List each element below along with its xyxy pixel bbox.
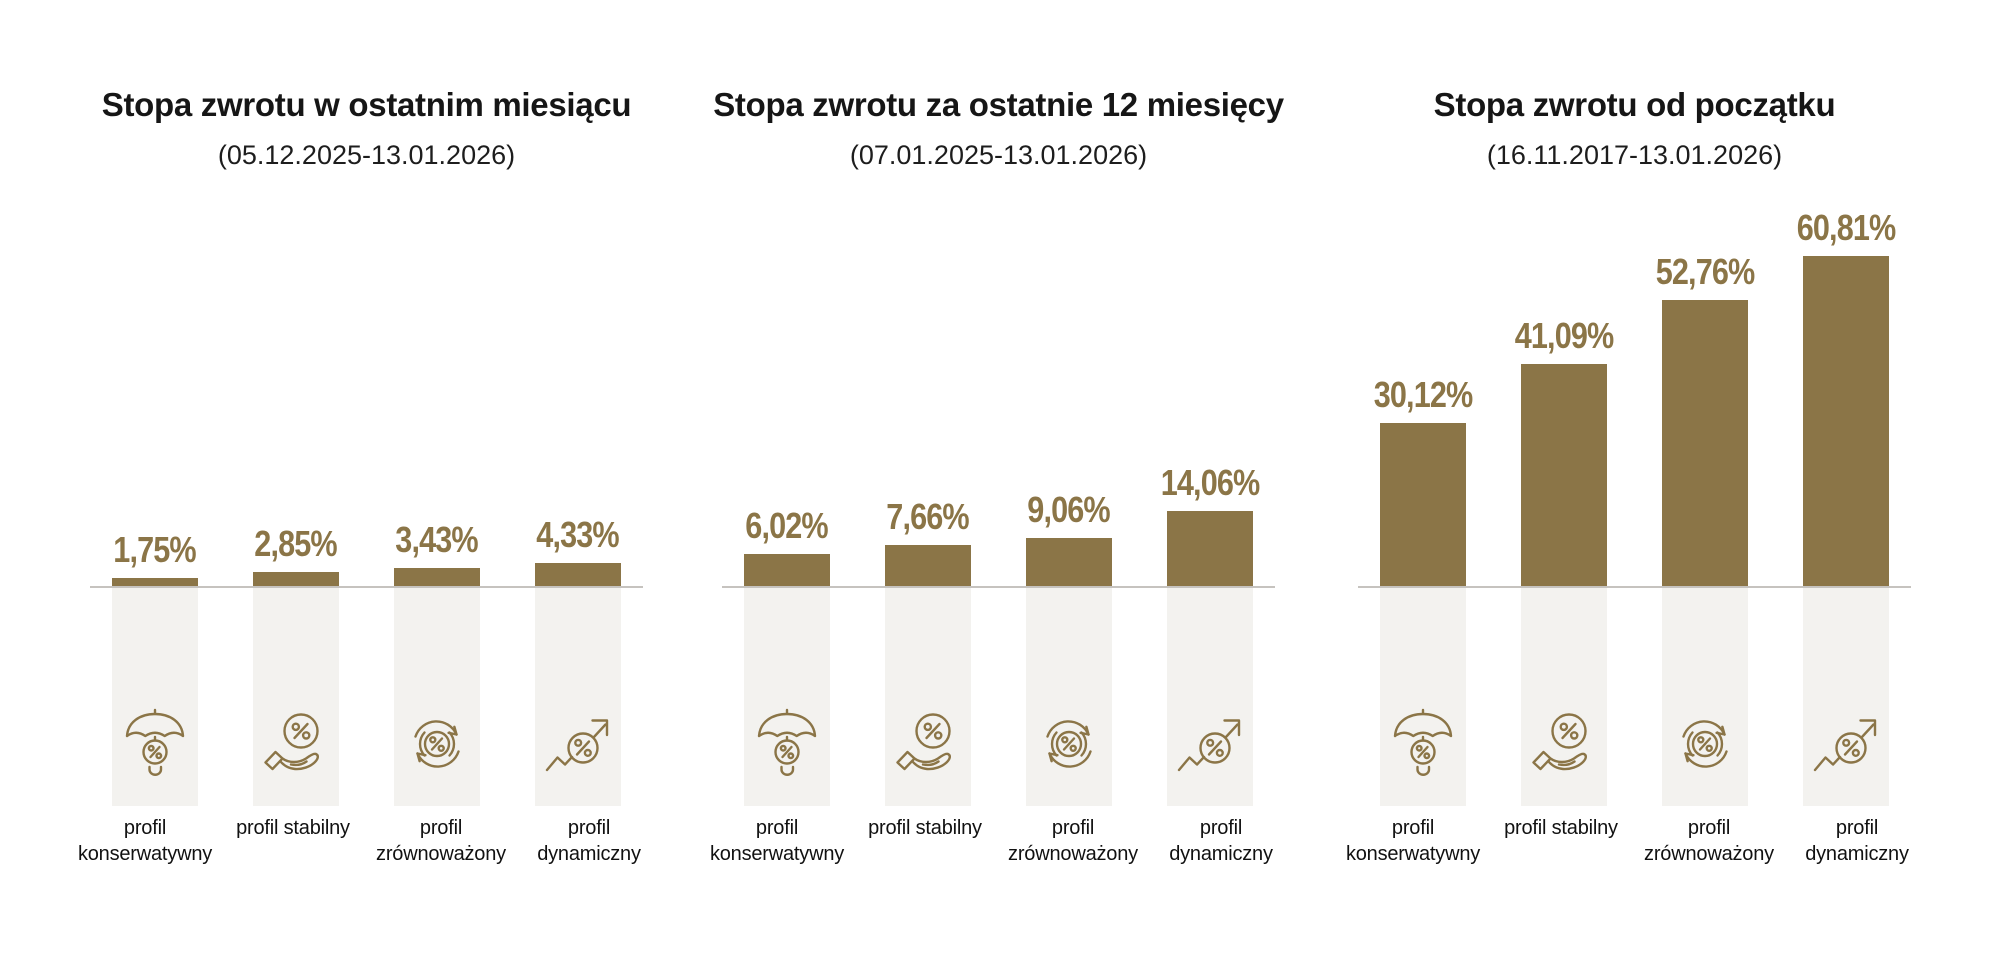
category-label: profil stabilny	[868, 817, 982, 839]
baseline-axis	[722, 586, 1275, 588]
bar-value-label: 52,76%	[1655, 251, 1756, 292]
bar-profil-stabilny	[1521, 363, 1607, 587]
bar-value-label: 1,75%	[113, 528, 197, 570]
profile-column-dynamiczny	[1167, 588, 1253, 806]
category-label: profil stabilny	[236, 817, 350, 839]
profile-column-zrownowazony	[394, 588, 480, 806]
category-label: profil konserwatywny	[77, 817, 213, 866]
bar-value-label: 2,85%	[254, 522, 338, 564]
profile-column-stabilny	[1521, 588, 1607, 806]
chart-since-inception: Stopa zwrotu od początku (16.11.2017-13.…	[1346, 0, 1911, 978]
profile-pillars	[112, 588, 621, 806]
bar-profil-zrownowazony	[1662, 300, 1748, 587]
bar-value-label: 6,02%	[745, 505, 829, 547]
cycle-arrows-percent-icon	[1669, 706, 1741, 782]
cycle-arrows-percent-icon	[401, 706, 473, 782]
bar-slot: 3,43%	[394, 519, 480, 587]
bar-profil-dynamiczny	[1803, 256, 1889, 587]
category-label: profil zrównoważony	[376, 817, 506, 866]
hand-holding-percent-icon	[892, 706, 964, 782]
baseline-axis	[90, 586, 643, 588]
bar-slot: 6,02%	[744, 505, 830, 587]
category-labels: profil konserwatywny profil stabilny pro…	[71, 815, 663, 868]
category-label: profil konserwatywny	[709, 817, 845, 866]
plot-area: 30,12% 41,09% 52,76% 60,81%	[1374, 160, 1896, 587]
bar-profil-dynamiczny	[1167, 510, 1253, 587]
bar-profil-konserwatywny	[112, 577, 198, 587]
bar-value-label: 60,81%	[1796, 207, 1897, 249]
bar-slot: 41,09%	[1515, 315, 1614, 587]
trend-up-percent-icon	[1174, 706, 1246, 782]
chart-title: Stopa zwrotu za ostatnie 12 miesięcy	[713, 86, 1284, 123]
baseline-axis	[1358, 586, 1911, 588]
trend-up-percent-icon	[542, 706, 614, 782]
bar-profil-dynamiczny	[535, 563, 621, 587]
umbrella-percent-icon	[1387, 706, 1459, 782]
category-label: profil konserwatywny	[1345, 817, 1481, 866]
bar-slot: 2,85%	[253, 522, 339, 587]
chart-last-12-months: Stopa zwrotu za ostatnie 12 miesięcy (07…	[710, 0, 1284, 978]
profile-pillars	[1380, 588, 1889, 806]
bar-slot: 7,66%	[885, 496, 971, 587]
bar-profil-stabilny	[253, 571, 339, 587]
chart-subtitle: (16.11.2017-13.01.2026)	[1486, 140, 1783, 170]
bar-value-label: 9,06%	[1027, 488, 1111, 530]
bar-profil-zrownowazony	[394, 568, 480, 587]
chart-subtitle: (07.01.2025-13.01.2026)	[849, 140, 1148, 170]
profile-column-konserwatywny	[1380, 588, 1466, 806]
umbrella-percent-icon	[751, 706, 823, 782]
bar-value-label: 41,09%	[1514, 314, 1615, 356]
bar-profil-konserwatywny	[744, 554, 830, 587]
category-label: profil dynamiczny	[1805, 817, 1909, 866]
bar-slot: 9,06%	[1026, 489, 1112, 587]
profile-column-stabilny	[885, 588, 971, 806]
bar-slot: 4,33%	[535, 514, 621, 587]
category-labels: profil konserwatywny profil stabilny pro…	[1339, 815, 1931, 868]
bar-slot: 52,76%	[1656, 251, 1755, 587]
chart-title: Stopa zwrotu od początku	[1433, 86, 1836, 123]
bar-profil-stabilny	[885, 545, 971, 587]
bar-slot: 60,81%	[1797, 207, 1896, 587]
profile-column-konserwatywny	[744, 588, 830, 806]
profile-column-dynamiczny	[535, 588, 621, 806]
category-label: profil dynamiczny	[537, 817, 641, 866]
bar-value-label: 3,43%	[395, 519, 479, 561]
bar-slot: 14,06%	[1161, 462, 1260, 587]
bar-slot: 1,75%	[112, 528, 198, 587]
category-label: profil dynamiczny	[1169, 817, 1273, 866]
plot-area: 6,02% 7,66% 9,06% 14,06%	[744, 160, 1260, 587]
profile-pillars	[744, 588, 1253, 806]
hand-holding-percent-icon	[1528, 706, 1600, 782]
profile-column-zrownowazony	[1026, 588, 1112, 806]
bar-profil-zrownowazony	[1026, 537, 1112, 587]
category-label: profil zrównoważony	[1644, 817, 1774, 866]
category-labels: profil konserwatywny profil stabilny pro…	[703, 815, 1295, 868]
bar-value-label: 30,12%	[1373, 374, 1474, 416]
profile-column-dynamiczny	[1803, 588, 1889, 806]
bar-profil-konserwatywny	[1380, 423, 1466, 587]
chart-subtitle: (05.12.2025-13.01.2026)	[217, 140, 516, 170]
plot-area: 1,75% 2,85% 3,43% 4,33%	[112, 160, 621, 587]
chart-title: Stopa zwrotu w ostatnim miesiącu	[101, 86, 632, 123]
chart-last-month: Stopa zwrotu w ostatnim miesiącu (05.12.…	[78, 0, 643, 978]
hand-holding-percent-icon	[260, 706, 332, 782]
umbrella-percent-icon	[119, 706, 191, 782]
bar-value-label: 14,06%	[1160, 461, 1261, 503]
bar-value-label: 4,33%	[536, 514, 620, 556]
profile-column-stabilny	[253, 588, 339, 806]
category-label: profil stabilny	[1504, 817, 1618, 839]
category-label: profil zrównoważony	[1008, 817, 1138, 866]
bar-value-label: 7,66%	[886, 496, 970, 538]
profile-column-zrownowazony	[1662, 588, 1748, 806]
trend-up-percent-icon	[1810, 706, 1882, 782]
profile-column-konserwatywny	[112, 588, 198, 806]
cycle-arrows-percent-icon	[1033, 706, 1105, 782]
bar-slot: 30,12%	[1374, 374, 1473, 587]
